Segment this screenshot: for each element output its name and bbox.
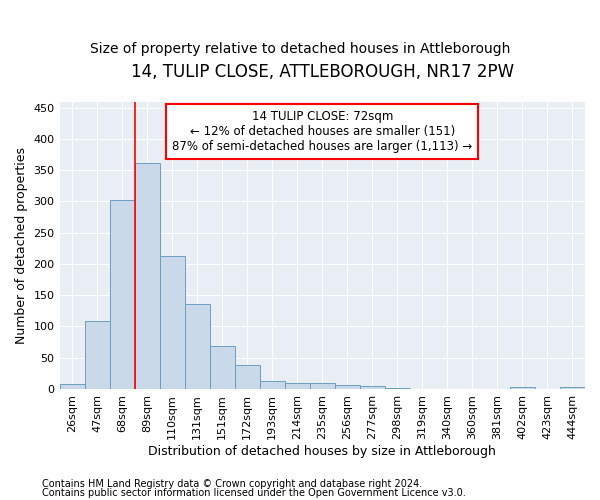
Bar xyxy=(385,388,410,389)
Bar xyxy=(185,304,209,389)
Bar xyxy=(110,200,134,389)
Bar xyxy=(260,381,285,389)
Title: 14, TULIP CLOSE, ATTLEBOROUGH, NR17 2PW: 14, TULIP CLOSE, ATTLEBOROUGH, NR17 2PW xyxy=(131,62,514,80)
Y-axis label: Number of detached properties: Number of detached properties xyxy=(15,146,28,344)
Bar xyxy=(360,386,385,389)
Text: Size of property relative to detached houses in Attleborough: Size of property relative to detached ho… xyxy=(90,42,510,56)
Bar xyxy=(235,365,260,389)
Text: Contains HM Land Registry data © Crown copyright and database right 2024.: Contains HM Land Registry data © Crown c… xyxy=(42,479,422,489)
Bar xyxy=(85,322,110,389)
Text: Contains public sector information licensed under the Open Government Licence v3: Contains public sector information licen… xyxy=(42,488,466,498)
Bar xyxy=(510,387,535,389)
Bar xyxy=(335,384,360,389)
Text: 14 TULIP CLOSE: 72sqm
← 12% of detached houses are smaller (151)
87% of semi-det: 14 TULIP CLOSE: 72sqm ← 12% of detached … xyxy=(172,110,472,153)
Bar xyxy=(560,387,585,389)
Bar xyxy=(285,382,310,389)
Bar xyxy=(59,384,85,389)
Bar xyxy=(160,256,185,389)
Bar xyxy=(310,384,335,389)
X-axis label: Distribution of detached houses by size in Attleborough: Distribution of detached houses by size … xyxy=(148,444,496,458)
Bar xyxy=(209,346,235,389)
Bar xyxy=(134,162,160,389)
